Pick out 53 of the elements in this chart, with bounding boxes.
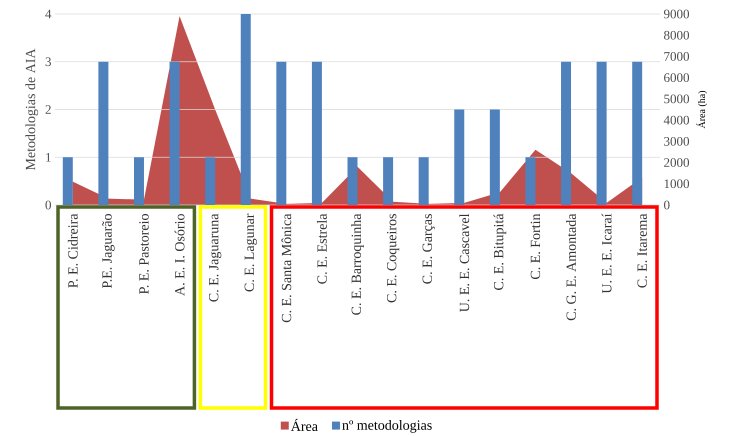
x-tick-label: C. E. Santa Mônica xyxy=(281,214,292,322)
bar xyxy=(596,62,607,205)
x-tick-label: C. G. E. Amontada xyxy=(566,214,576,320)
y2-tick-label: 1000 xyxy=(664,179,690,188)
bar xyxy=(418,157,429,205)
x-tick-label: C. E. Bitupitá xyxy=(493,214,506,290)
x-tick-label: C. E. Jaguaruna xyxy=(209,214,222,302)
bar xyxy=(205,157,216,205)
bar xyxy=(276,62,286,205)
y-tick-label: 2 xyxy=(46,105,51,114)
x-tick-label: C. E. Estrela xyxy=(316,214,327,284)
y2-tick-label: 0 xyxy=(664,200,670,210)
bar xyxy=(240,14,251,205)
x-tick-label: P.E. Jaguarão xyxy=(102,214,115,288)
y-tick-label: 0 xyxy=(45,200,51,210)
x-tick-label: C. E. Garças xyxy=(422,214,435,284)
bar xyxy=(134,157,144,205)
x-tick-label: A. E. I. Osório xyxy=(174,214,185,296)
x-tick-label: U. E. E. Icaraí xyxy=(602,214,612,294)
bar xyxy=(62,157,73,205)
y2-tick-label: 4000 xyxy=(664,116,690,124)
x-tick-label: P. E. Pastoreio xyxy=(139,214,149,294)
legend-label: Área xyxy=(290,418,318,431)
bar xyxy=(98,62,108,205)
bar xyxy=(632,62,642,205)
bar xyxy=(490,109,500,205)
y-tick-label: 1 xyxy=(46,152,51,162)
x-tick-label: C. E. Lagunar xyxy=(244,213,257,292)
bar xyxy=(312,62,322,205)
x-tick-label: U. E. E. Cascavel xyxy=(459,214,470,312)
y-axis-title: Metodologias de AIA xyxy=(25,48,38,170)
x-tick-label: C. E. Coqueiros xyxy=(386,214,400,302)
x-tick-label: P. E. Cidreira xyxy=(68,214,78,288)
bar xyxy=(525,157,536,205)
x-tick-label: C. E. Fortin xyxy=(530,214,540,279)
y-tick-label: 3 xyxy=(46,57,51,66)
y2-tick-label: 3000 xyxy=(664,136,690,146)
bar xyxy=(348,157,358,205)
x-tick-label: C. E. Barroquinha xyxy=(351,214,364,315)
y2-axis-title: Área (ha) xyxy=(696,90,708,128)
y2-tick-label: 2000 xyxy=(664,158,690,167)
y-tick-label: 4 xyxy=(45,10,52,18)
y2-tick-label: 6000 xyxy=(664,73,690,82)
y2-tick-label: 8000 xyxy=(664,30,690,40)
bar xyxy=(561,62,572,205)
y2-tick-label: 9000 xyxy=(664,9,690,18)
y2-tick-label: 5000 xyxy=(664,94,690,104)
bar xyxy=(383,157,394,205)
bar xyxy=(454,109,464,205)
y2-tick-label: 7000 xyxy=(664,52,690,61)
bar xyxy=(170,62,180,205)
legend-label: nº metodologias xyxy=(342,420,432,433)
x-tick-label: C. E. Itarema xyxy=(637,214,647,288)
